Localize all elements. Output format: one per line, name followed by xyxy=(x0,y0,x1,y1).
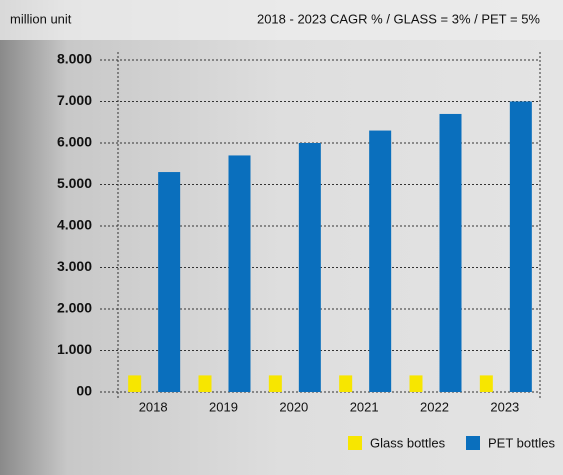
bar xyxy=(198,375,212,392)
y-tick-label: 3.000 xyxy=(57,258,92,274)
header-band xyxy=(0,0,563,40)
y-tick-label: 7.000 xyxy=(57,92,92,108)
bar xyxy=(369,130,392,393)
x-tick-label: 2023 xyxy=(490,399,519,414)
bar xyxy=(409,375,423,392)
subtitle: 2018 - 2023 CAGR % / GLASS = 3% / PET = … xyxy=(257,11,540,26)
legend-label: PET bottles xyxy=(488,435,555,450)
bar xyxy=(128,375,142,392)
bar xyxy=(228,155,251,392)
x-tick-label: 2022 xyxy=(420,399,449,414)
y-tick-label: 2.000 xyxy=(57,300,92,316)
bar xyxy=(479,375,493,392)
x-tick-label: 2020 xyxy=(279,399,308,414)
bar xyxy=(509,101,532,392)
x-tick-label: 2019 xyxy=(209,399,238,414)
bar xyxy=(298,143,321,392)
y-tick-label: 5.000 xyxy=(57,175,92,191)
x-tick-label: 2021 xyxy=(350,399,379,414)
y-tick-label: 8.000 xyxy=(57,51,92,67)
y-tick-label: 1.000 xyxy=(57,341,92,357)
bar xyxy=(268,375,282,392)
y-tick-label: 6.000 xyxy=(57,134,92,150)
y-tick-label: 00 xyxy=(76,383,92,399)
y-tick-label: 4.000 xyxy=(57,217,92,233)
legend-label: Glass bottles xyxy=(370,435,446,450)
legend-swatch xyxy=(466,436,480,450)
legend-swatch xyxy=(348,436,362,450)
bar xyxy=(158,172,181,392)
bar xyxy=(339,375,353,392)
bar xyxy=(439,113,462,392)
unit-label: million unit xyxy=(10,11,72,26)
x-tick-label: 2018 xyxy=(139,399,168,414)
